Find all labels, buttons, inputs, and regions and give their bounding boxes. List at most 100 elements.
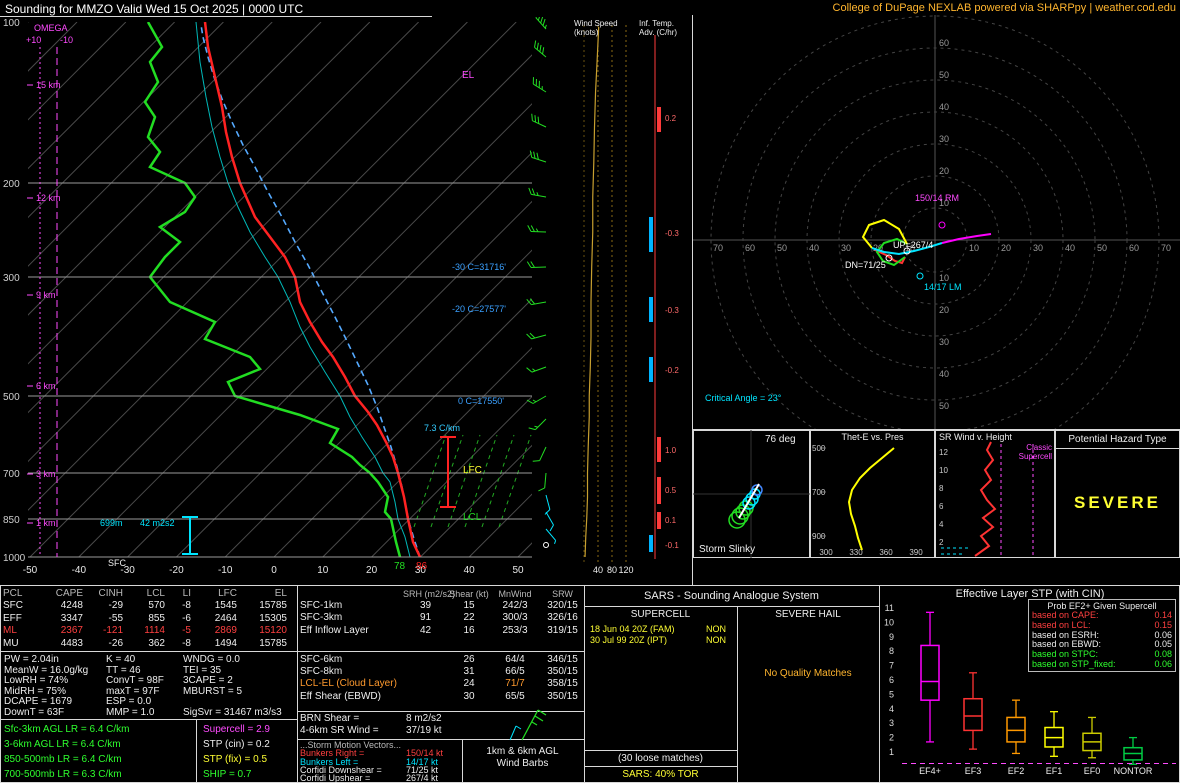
svg-text:-30: -30 <box>120 565 135 576</box>
stp-legend-lcl: based on LCL: 0.15 <box>1032 619 1172 630</box>
svg-text:70: 70 <box>1161 243 1171 253</box>
svg-text:14/17 LM: 14/17 LM <box>924 282 962 292</box>
lapse-rate-list: Sfc-3km AGL LR = 6.4 C/km 3-6km AGL LR =… <box>4 724 130 780</box>
wind-barb-legend-icon <box>509 709 547 741</box>
svg-text:3: 3 <box>889 718 894 728</box>
stp-fix-index: STP (fix) = 0.5 <box>203 754 268 765</box>
svg-text:-0.2: -0.2 <box>665 366 679 375</box>
svg-text:6: 6 <box>889 675 894 685</box>
svg-text:20: 20 <box>366 565 378 576</box>
svg-text:20: 20 <box>939 305 949 315</box>
corfidi-upshear-row: Corfidi Upshear = 267/4 kt <box>300 773 439 783</box>
thermo-col-1: PW = 2.04in MeanW = 16.0g/kg LowRH = 74%… <box>4 654 89 718</box>
srh-table-upper: SRH (m2/s2) Shear (kt) MnWind SRW SFC-1k… <box>300 588 585 637</box>
svg-text:50: 50 <box>512 565 524 576</box>
svg-text:1: 1 <box>889 747 894 757</box>
sars-match-1[interactable]: 18 Jun 04 20Z (FAM) <box>590 624 675 634</box>
parcel-row-ml[interactable]: ML 2367 -121 1114 -5 2869 15120 <box>3 625 287 637</box>
skewt-canvas[interactable]: 100 200 300 500 700 850 1000-50 -40 -30 -20 -10 0 10… <box>0 17 572 585</box>
divider <box>462 739 463 783</box>
svg-text:EF4+: EF4+ <box>919 766 941 776</box>
svg-text:15 km: 15 km <box>36 80 61 90</box>
sars-supercell-header: SUPERCELL <box>630 609 691 620</box>
sars-match-2-tag: NON <box>706 635 726 645</box>
svg-text:700: 700 <box>812 488 826 497</box>
brn-shear-row: BRN Shear = 8 m2/s2 <box>300 713 442 724</box>
svg-text:0.1: 0.1 <box>665 516 677 525</box>
svg-text:42 m2s2: 42 m2s2 <box>140 518 175 528</box>
title-underline <box>0 16 432 17</box>
hazard-value: SEVERE <box>1074 493 1161 512</box>
svg-text:60: 60 <box>939 38 949 48</box>
srh-table-lower: SFC-6km 26 64/4 346/15 SFC-8km 31 66/5 3… <box>300 654 585 703</box>
classic-supercell-label-2: Supercell <box>1018 452 1052 461</box>
svg-text:DN=71/25: DN=71/25 <box>845 260 886 270</box>
svg-text:12: 12 <box>939 448 948 457</box>
svg-text:6 km: 6 km <box>36 381 56 391</box>
hodograph-canvas[interactable]: 10 10 10 10 20 20 20 20 30 30 30 30 40 40 40 40 50 50 50 50… <box>693 15 1180 430</box>
shear-row-sfc6km: SFC-6km 26 64/4 346/15 <box>300 654 578 665</box>
svg-text:360: 360 <box>879 548 893 557</box>
svg-text:-0.3: -0.3 <box>665 306 679 315</box>
divider <box>584 606 879 607</box>
bunkers-left-row: Bunkers Left = 14/17 kt <box>300 756 439 767</box>
svg-text:30: 30 <box>1033 243 1043 253</box>
sars-hail-header: SEVERE HAIL <box>775 609 841 620</box>
svg-text:500: 500 <box>812 444 826 453</box>
svg-text:120: 120 <box>618 565 633 575</box>
parcel-row-eff[interactable]: EFF 3347 -55 855 -6 2464 15305 <box>3 612 287 624</box>
srh-row-sfc3km: SFC-3km 91 22 300/3 326/16 <box>300 612 578 624</box>
svg-text:40: 40 <box>593 565 603 575</box>
svg-text:Critical Angle = 23°: Critical Angle = 23° <box>705 393 782 403</box>
svg-text:500: 500 <box>3 392 20 403</box>
parcel-row-mu[interactable]: MU 4483 -26 362 -8 1494 15785 <box>3 637 287 649</box>
thermo-col-3: WNDG = 0.0 TEI = 35 3CAPE = 2 MBURST = 5… <box>183 654 282 718</box>
hazard-title: Potential Hazard Type <box>1068 434 1167 445</box>
svg-text:LFC: LFC <box>463 465 482 476</box>
svg-text:390: 390 <box>909 548 923 557</box>
svg-text:EF0: EF0 <box>1084 766 1101 776</box>
svg-text:10: 10 <box>969 243 979 253</box>
svg-text:-10: -10 <box>60 35 73 45</box>
svg-text:20: 20 <box>939 166 949 176</box>
svg-text:-0.3: -0.3 <box>665 229 679 238</box>
srh-row-sfc1km: SFC-1km 39 15 242/3 320/15 <box>300 600 578 612</box>
corfidi-downshear-row: Corfidi Downshear = 71/25 kt <box>300 764 439 775</box>
stp-title: Effective Layer STP (with CIN) <box>955 588 1105 600</box>
stp-legend-title: Prob EF2+ Given Supercell <box>1047 601 1157 611</box>
svg-text:150/14 RM: 150/14 RM <box>915 193 959 203</box>
shear-misc: BRN Shear = 8 m2/s2 4-6km SR Wind = 37/1… <box>300 713 442 737</box>
svg-text:60: 60 <box>745 243 755 253</box>
sr-wind-46-row: 4-6km SR Wind = 37/19 kt <box>300 725 442 737</box>
svg-text:9: 9 <box>889 632 894 642</box>
slinky-tilt-value: 76 deg <box>765 434 796 445</box>
svg-text:9 km: 9 km <box>36 290 56 300</box>
sars-loose-matches: (30 loose matches) <box>617 753 704 764</box>
svg-text:78: 78 <box>394 561 406 572</box>
svg-text:EF1: EF1 <box>1046 766 1063 776</box>
svg-text:700: 700 <box>3 469 20 480</box>
svg-text:1.0: 1.0 <box>665 446 677 455</box>
svg-text:50: 50 <box>939 70 949 80</box>
svg-text:11: 11 <box>885 603 894 613</box>
sars-match-2[interactable]: 30 Jul 99 20Z (IPT) <box>590 635 668 645</box>
parcel-row-sfc[interactable]: SFC 4248 -29 570 -8 1545 15785 <box>3 600 287 612</box>
stp-legend-stp-fixed: based on STP_fixed: 0.06 <box>1032 658 1172 669</box>
classic-supercell-label-1: Classic <box>1026 443 1052 452</box>
supercell-index: Supercell = 2.9 <box>203 724 270 735</box>
divider <box>0 585 1180 586</box>
wind-speed-header: Wind Speed (knots) <box>574 19 618 37</box>
svg-text:NONTOR: NONTOR <box>1114 766 1153 776</box>
thetae-title: Thet-E vs. Pres <box>841 432 904 442</box>
svg-text:10: 10 <box>939 466 948 475</box>
svg-text:200: 200 <box>3 179 20 190</box>
svg-text:0.5: 0.5 <box>665 486 677 495</box>
svg-text:0: 0 <box>271 565 277 576</box>
wind-barb-legend: 1km & 6km AGL Wind Barbs <box>486 746 559 769</box>
svg-text:300: 300 <box>3 273 20 284</box>
sr-wind-canvas: 12 10 8 6 4 2 <box>935 430 1055 558</box>
svg-text:7: 7 <box>889 661 894 671</box>
srh-table-header: SRH (m2/s2) Shear (kt) MnWind SRW <box>403 589 573 599</box>
divider <box>692 15 693 585</box>
hazard-panel: Potential Hazard Type SEVERE <box>1055 430 1180 558</box>
